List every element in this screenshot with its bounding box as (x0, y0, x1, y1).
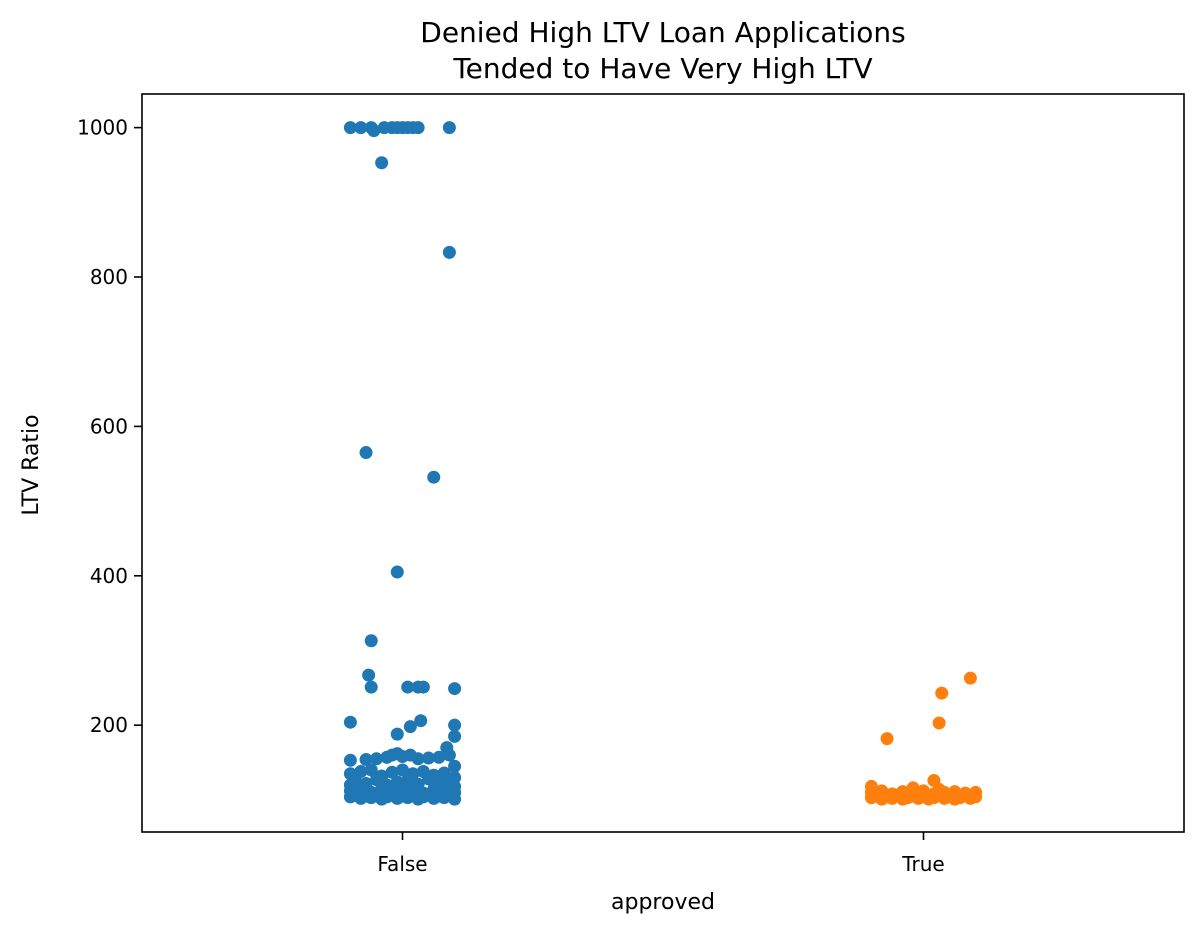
data-point-false (390, 727, 404, 741)
data-point-true (963, 671, 977, 685)
data-point-false (414, 714, 428, 728)
data-point-false (422, 772, 436, 786)
y-axis-label: LTV Ratio (19, 414, 44, 515)
data-point-false (448, 792, 462, 806)
data-point-false (401, 680, 415, 694)
data-point-false (367, 124, 381, 138)
data-point-false (364, 634, 378, 648)
y-tick-label: 800 (90, 265, 128, 289)
plot-frame (141, 93, 1185, 833)
data-point-false (364, 763, 378, 777)
data-point-false (369, 752, 383, 766)
data-point-true (932, 716, 946, 730)
data-point-false (442, 748, 456, 762)
data-point-false (362, 668, 376, 682)
data-point-true (969, 790, 983, 804)
data-point-false (448, 718, 462, 732)
data-point-false (448, 759, 462, 773)
data-point-false (343, 121, 357, 135)
data-point-false (442, 121, 456, 135)
data-point-false (422, 751, 436, 765)
chart-title-line-1: Denied High LTV Loan Applications (420, 16, 905, 49)
x-tick-label: False (377, 852, 427, 876)
data-point-false (442, 245, 456, 259)
data-point-false (343, 715, 357, 729)
data-point-false (427, 470, 441, 484)
y-tick-label: 200 (90, 713, 128, 737)
data-point-true (935, 686, 949, 700)
data-point-false (359, 446, 373, 460)
data-point-false (343, 753, 357, 767)
data-point-false (432, 750, 446, 764)
y-tick-label: 400 (90, 564, 128, 588)
data-point-false (403, 720, 417, 734)
data-point-false (448, 729, 462, 743)
data-point-false (364, 680, 378, 694)
y-tick-label: 1000 (77, 116, 128, 140)
x-axis-label: approved (611, 890, 715, 915)
data-point-false (396, 763, 409, 777)
data-point-true (880, 732, 894, 746)
data-point-false (448, 682, 462, 696)
data-point-false (359, 753, 373, 767)
data-point-false (411, 752, 425, 766)
data-point-false (390, 565, 404, 579)
data-point-false (375, 156, 389, 170)
data-point-false (416, 680, 430, 694)
x-axis-ticks: False True (377, 832, 945, 876)
data-point-false (354, 121, 368, 135)
y-tick-label: 600 (90, 414, 128, 438)
data-point-false (385, 765, 399, 779)
y-axis-ticks: 200 400 600 800 1000 (77, 116, 142, 737)
data-point-false (411, 121, 425, 135)
x-tick-label: True (901, 852, 944, 876)
data-point-false (354, 764, 368, 778)
data-points (343, 121, 983, 806)
chart-title-line-2: Tended to Have Very High LTV (452, 52, 872, 85)
